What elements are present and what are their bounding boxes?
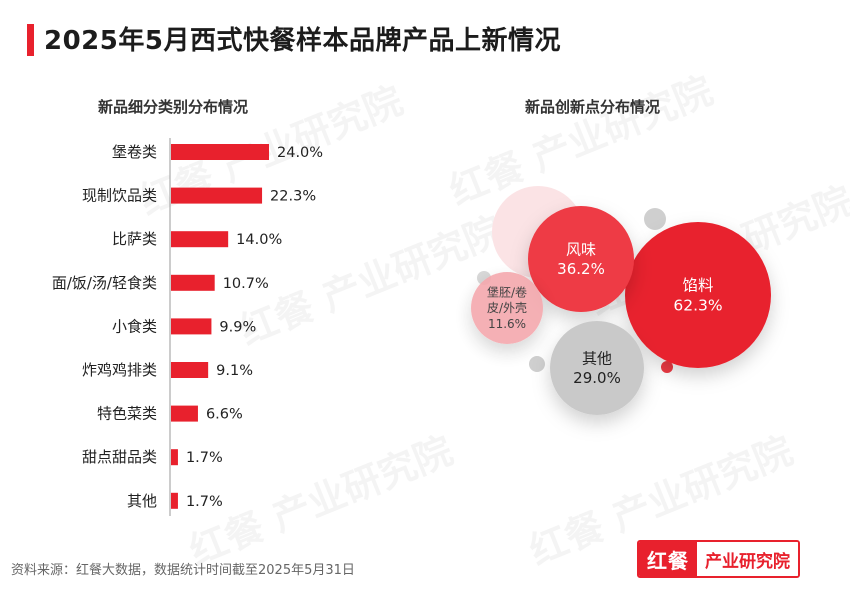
bar-value-label: 9.9% — [219, 319, 256, 335]
bar-category-label: 比萨类 — [112, 230, 157, 248]
bar-value-label: 1.7% — [186, 494, 223, 510]
brand-logo: 红餐 产业研究院 — [637, 540, 800, 578]
decor-bubble — [529, 356, 545, 372]
bar-value-label: 10.7% — [223, 276, 269, 292]
brand-logo-text: 产业研究院 — [697, 542, 798, 576]
bubble — [471, 272, 543, 344]
bar — [171, 318, 212, 335]
bar-value-label: 6.6% — [206, 407, 243, 423]
bar-value-label: 14.0% — [236, 232, 282, 248]
bar-value-label: 9.1% — [216, 363, 253, 379]
bar-category-label: 炸鸡鸡排类 — [82, 361, 157, 379]
bar — [171, 405, 198, 422]
bubble-value-label: 11.6% — [488, 317, 526, 331]
bar-category-label: 小食类 — [112, 317, 157, 335]
bubble — [550, 321, 644, 415]
bar-category-label: 堡卷类 — [112, 143, 157, 161]
bubble-value-label: 62.3% — [673, 297, 722, 315]
bar-value-label: 24.0% — [277, 145, 323, 161]
page-title: 2025年5月西式快餐样本品牌产品上新情况 — [44, 26, 561, 56]
title-accent-bar — [27, 24, 34, 56]
bar — [171, 187, 263, 204]
bar — [171, 274, 215, 291]
source-note: 资料来源：红餐大数据，数据统计时间截至2025年5月31日 — [11, 563, 355, 578]
bar — [171, 231, 229, 248]
bubble-label: 其他 — [582, 350, 612, 368]
bubble — [625, 222, 771, 368]
decor-bubble — [661, 361, 673, 373]
bar-value-label: 1.7% — [186, 450, 223, 466]
bubble-label: 风味 — [566, 241, 596, 259]
bar-category-label: 其他 — [127, 492, 157, 510]
bar — [171, 144, 269, 160]
bar — [171, 449, 178, 466]
bubble-label: 皮/外壳 — [487, 301, 527, 315]
bubble-value-label: 36.2% — [557, 260, 605, 278]
decor-bubble — [644, 208, 666, 230]
bubble-label: 馅料 — [682, 276, 713, 294]
bar — [171, 492, 178, 509]
bubble-label: 堡胚/卷 — [487, 285, 527, 300]
bubble-value-label: 29.0% — [573, 369, 621, 387]
bubble — [528, 206, 634, 312]
bar-category-label: 特色菜类 — [97, 405, 157, 423]
brand-logo-red: 红餐 — [639, 542, 697, 576]
bar-category-label: 现制饮品类 — [82, 187, 157, 205]
bar-category-label: 面/饭/汤/轻食类 — [52, 274, 157, 292]
bar-category-label: 甜点甜品类 — [82, 448, 157, 466]
bar-value-label: 22.3% — [270, 189, 316, 205]
bar-chart-title: 新品细分类别分布情况 — [98, 98, 249, 116]
bubble-chart-title: 新品创新点分布情况 — [525, 98, 661, 116]
bar — [171, 362, 209, 378]
